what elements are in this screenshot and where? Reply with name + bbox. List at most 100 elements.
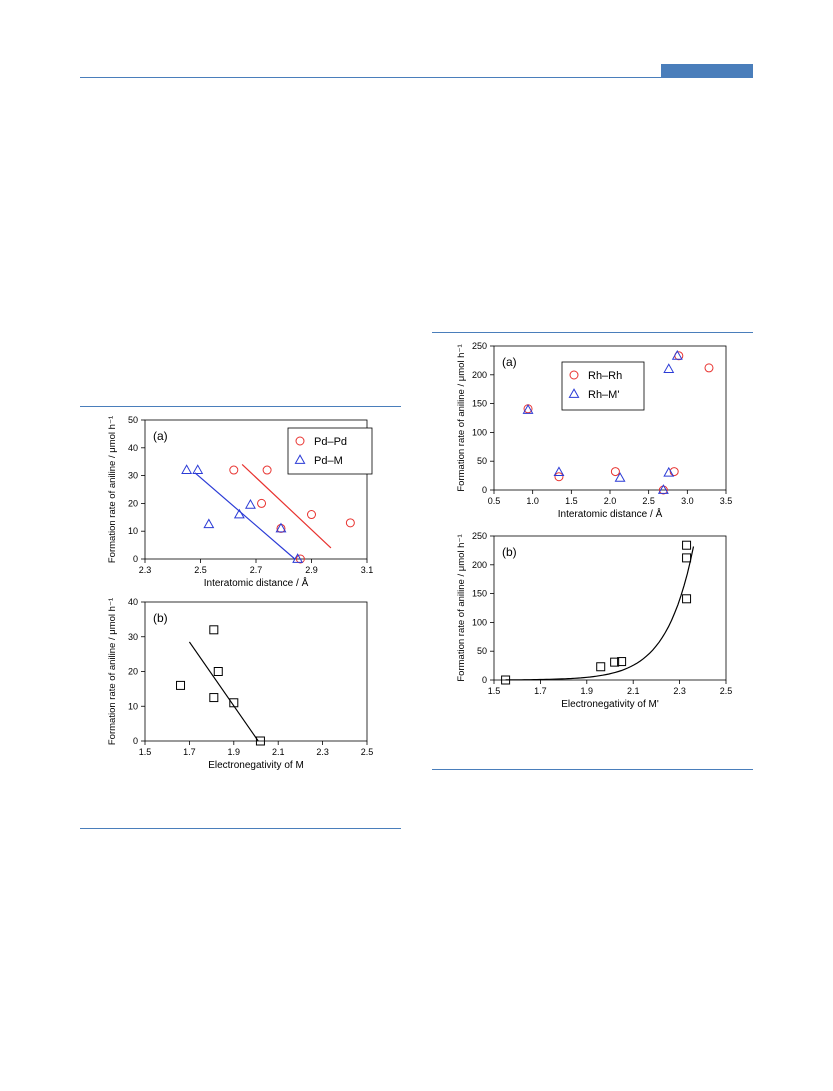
x-tick-label: 1.7 [534, 686, 547, 696]
rh-electronegativity-chart: 1.5 1.7 1.9 2.1 2.3 2.5 0 50 100 150 200 250 Electro… [456, 531, 733, 710]
data-point [229, 465, 239, 475]
x-tick-label: 3.0 [681, 496, 694, 506]
x-tick-label: 2.9 [305, 565, 318, 575]
x-tick-label: 2.5 [194, 565, 207, 575]
y-tick-label: 40 [128, 443, 138, 453]
data-point [553, 466, 565, 477]
x-axis-label: Electronegativity of M' [561, 699, 659, 710]
y-tick-label: 0 [133, 736, 138, 746]
data-point [610, 657, 620, 667]
x-axis-label: Interatomic distance / Å [204, 576, 309, 589]
data-point [307, 510, 316, 520]
panel-label: (b) [502, 545, 517, 559]
data-point [596, 662, 606, 672]
data-point [229, 698, 239, 708]
y-tick-label: 150 [472, 399, 487, 409]
data-point [617, 657, 627, 667]
legend-label: Rh–Rh [588, 370, 622, 382]
y-tick-label: 50 [128, 415, 138, 425]
y-axis-label: Formation rate of aniline / μmol h⁻¹ [107, 598, 118, 745]
data-point [610, 467, 620, 477]
y-tick-label: 30 [128, 471, 138, 481]
y-tick-label: 30 [128, 632, 138, 642]
y-axis-label: Formation rate of aniline / μmol h⁻¹ [107, 416, 118, 563]
data-point [704, 363, 714, 373]
x-tick-label: 2.0 [604, 496, 617, 506]
pd-interatomic-distance-chart: 2.3 2.5 2.7 2.9 3.1 0 10 20 30 40 50 Interatomic di… [107, 415, 374, 589]
data-point [657, 484, 669, 494]
x-tick-label: 2.1 [272, 747, 285, 757]
data-point [275, 522, 287, 533]
y-tick-label: 10 [128, 526, 138, 536]
panel-label: (a) [153, 429, 168, 443]
x-tick-label: 2.1 [627, 686, 640, 696]
plot-frame [493, 535, 727, 681]
data-point [663, 363, 675, 373]
y-tick-label: 20 [128, 667, 138, 677]
data-point [345, 518, 355, 528]
data-point [501, 675, 511, 685]
x-tick-label: 2.5 [361, 747, 374, 757]
data-point [663, 466, 675, 477]
fit-line [194, 472, 296, 560]
fit-line [188, 641, 259, 742]
y-tick-label: 50 [477, 456, 487, 466]
x-tick-label: 3.1 [361, 565, 374, 575]
x-tick-label: 3.5 [720, 496, 733, 506]
y-tick-label: 0 [133, 554, 138, 564]
data-point [209, 625, 219, 635]
legend-box [561, 361, 645, 411]
data-point [213, 667, 223, 676]
x-tick-label: 0.5 [488, 496, 501, 506]
y-tick-label: 50 [477, 646, 487, 656]
data-point [682, 553, 692, 563]
legend-label: Rh–M' [588, 389, 619, 401]
x-tick-label: 2.3 [139, 565, 152, 575]
data-point [614, 472, 626, 482]
header-blue-block [661, 64, 753, 77]
y-tick-label: 40 [128, 597, 138, 607]
data-point [669, 467, 679, 477]
x-axis-label: Interatomic distance / Å [558, 507, 663, 520]
rh-interatomic-distance-chart: 0.5 1.0 1.5 2.0 2.5 3.0 3.5 0 50 100 150 200 250 Inte… [456, 341, 733, 520]
right-figure-top-rule [432, 332, 753, 333]
header-rule [80, 77, 753, 78]
y-axis-label: Formation rate of aniline / μmol h⁻¹ [456, 534, 467, 681]
y-tick-label: 200 [472, 370, 487, 380]
data-point [257, 498, 267, 508]
x-tick-label: 2.5 [720, 686, 733, 696]
legend-marker [294, 454, 306, 464]
x-tick-label: 2.5 [642, 496, 655, 506]
x-tick-label: 1.5 [565, 496, 578, 506]
y-tick-label: 250 [472, 531, 487, 541]
data-point [671, 349, 683, 360]
x-tick-label: 2.3 [316, 747, 329, 757]
data-point [181, 464, 193, 474]
data-point [295, 554, 305, 564]
plot-frame [144, 601, 368, 742]
x-tick-label: 1.9 [228, 747, 241, 757]
x-tick-label: 2.3 [673, 686, 686, 696]
x-axis-label: Electronegativity of M [208, 760, 304, 771]
legend-marker [569, 370, 579, 380]
legend-marker [295, 436, 305, 446]
data-point [554, 472, 564, 482]
y-tick-label: 0 [482, 675, 487, 685]
y-tick-label: 0 [482, 485, 487, 495]
left-figure-top-rule [80, 406, 401, 407]
y-tick-label: 20 [128, 498, 138, 508]
data-point [255, 736, 265, 746]
fit-curve [505, 546, 695, 681]
legend-label: Pd–Pd [314, 436, 347, 448]
x-tick-label: 1.7 [183, 747, 196, 757]
x-tick-label: 1.5 [488, 686, 501, 696]
legend-marker [568, 388, 580, 398]
panel-label: (a) [502, 355, 517, 369]
x-tick-label: 1.5 [139, 747, 152, 757]
data-point [203, 518, 215, 529]
data-point [192, 464, 204, 474]
left-figure-bottom-rule [80, 828, 401, 829]
legend-box [287, 427, 373, 475]
data-point [682, 540, 692, 550]
x-tick-label: 1.0 [526, 496, 539, 506]
